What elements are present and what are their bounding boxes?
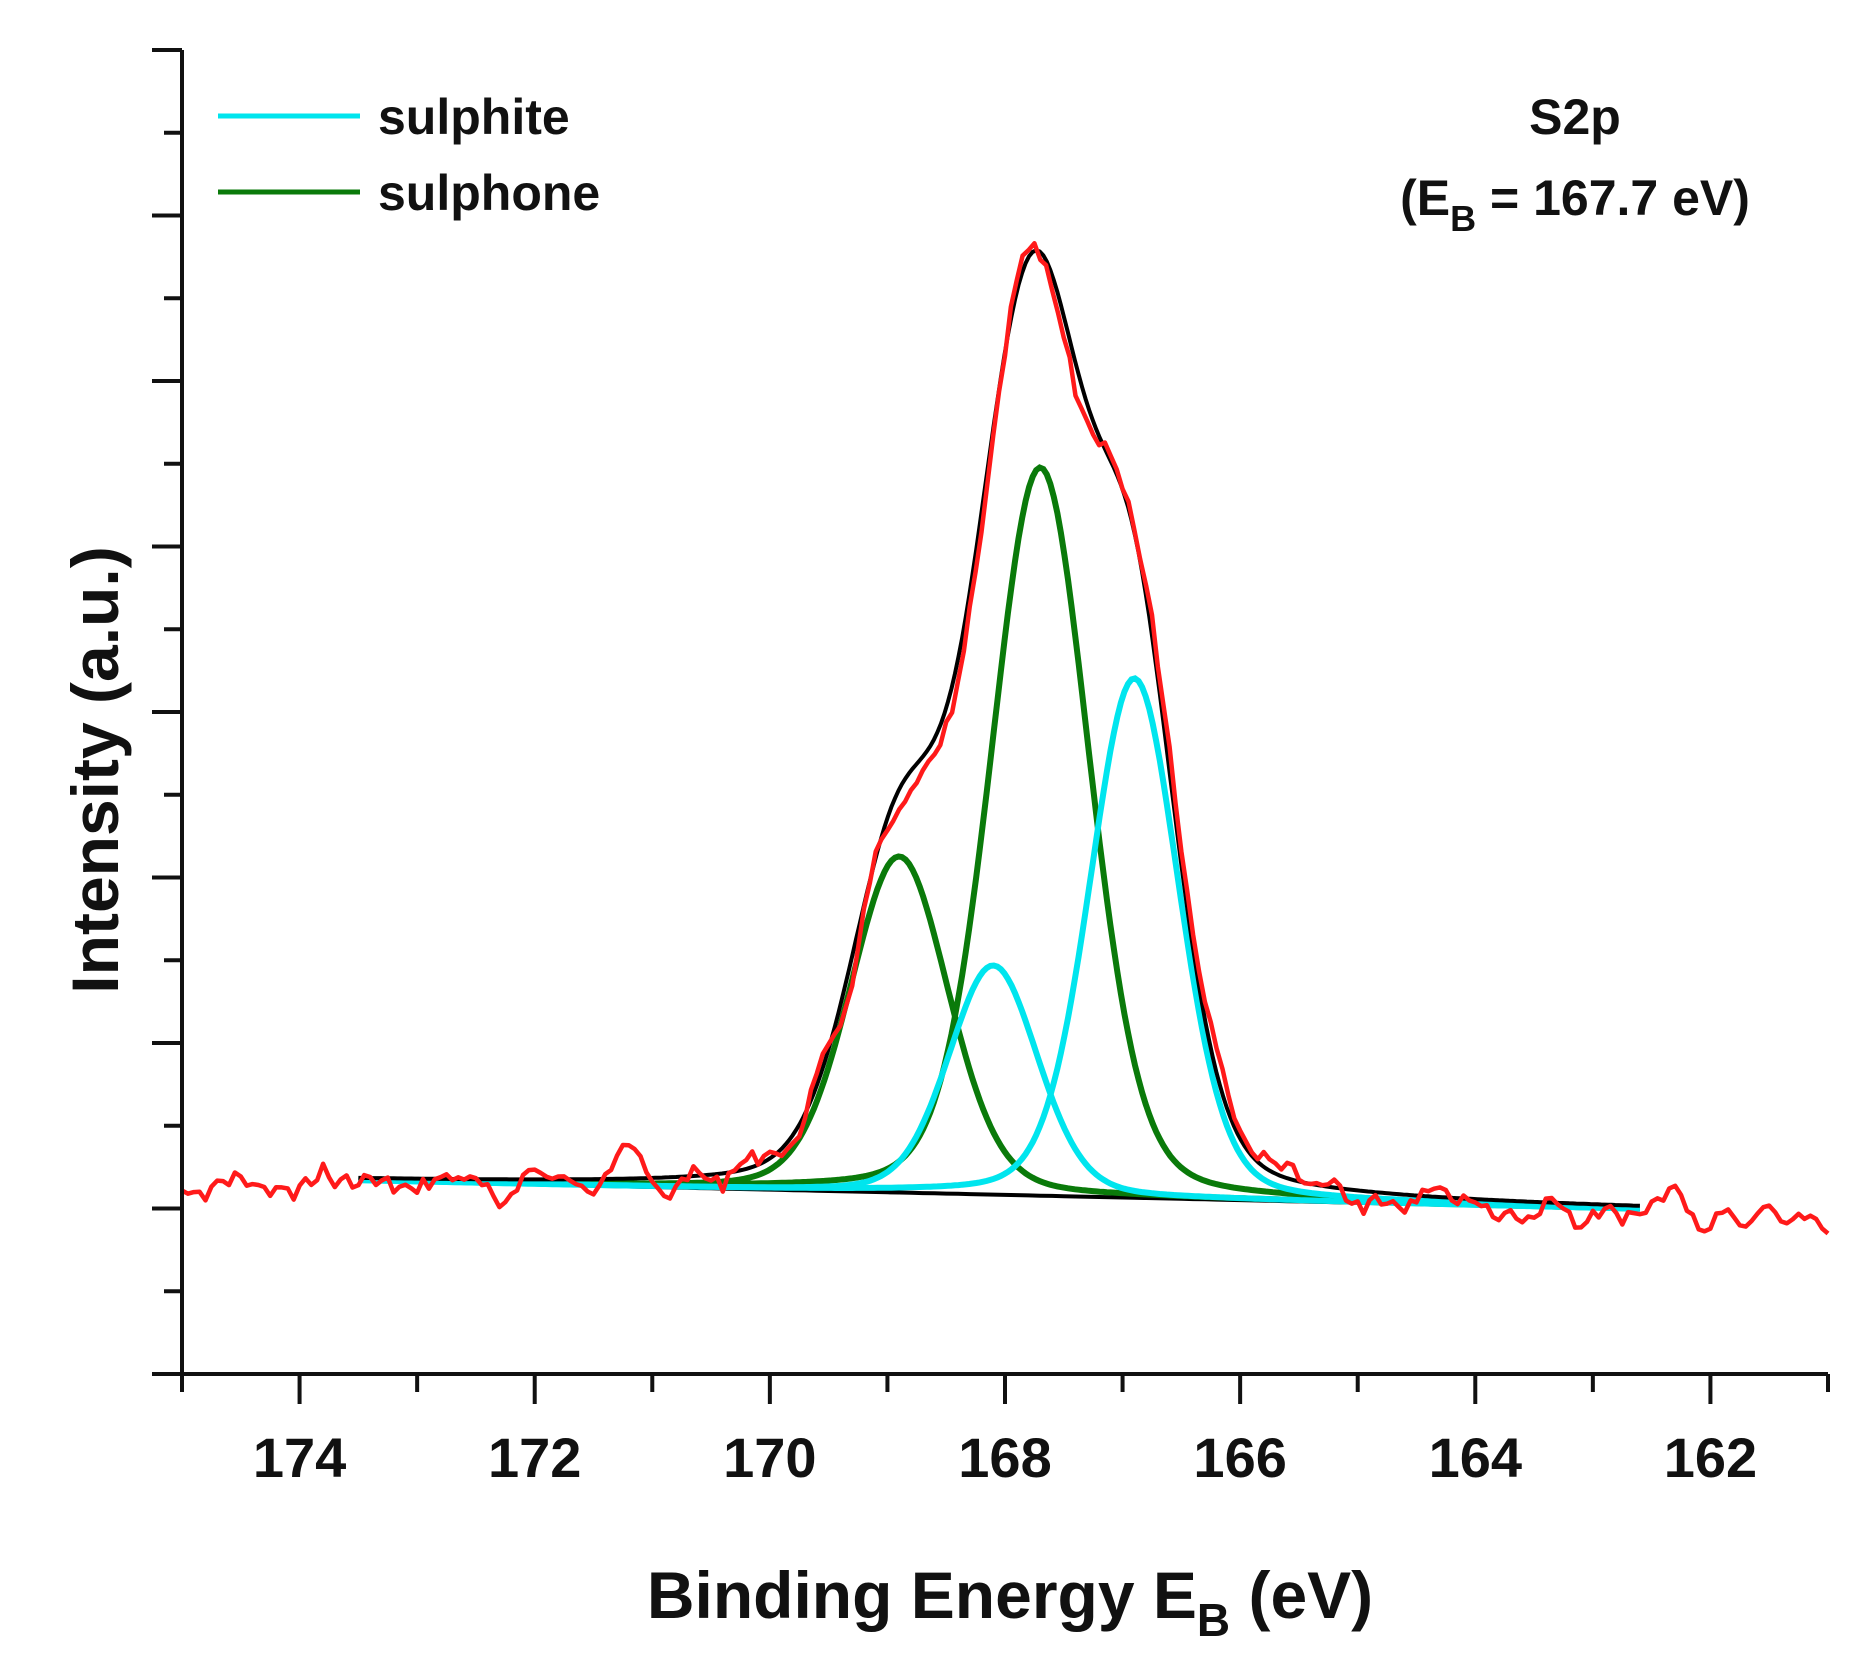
- component-peak-sulphone-0: [358, 464, 1640, 1211]
- x-axis-title-main: Binding Energy E: [647, 1558, 1197, 1632]
- x-tick-label: 162: [1664, 1426, 1757, 1489]
- x-tick-label: 174: [253, 1426, 346, 1489]
- legend-label-sulphite: sulphite: [378, 89, 570, 145]
- legend-label-sulphone: sulphone: [378, 165, 600, 221]
- x-axis-title: Binding Energy EB (eV): [647, 1558, 1373, 1646]
- x-axis-title-suffix: (eV): [1230, 1558, 1373, 1632]
- x-tick-label: 170: [723, 1426, 816, 1489]
- x-tick-label: 166: [1193, 1426, 1286, 1489]
- axes: 174 172 170 168 166 164 162: [152, 48, 1830, 1489]
- legend: sulphite sulphone: [218, 89, 600, 221]
- peak-annotation: S2p (EB = 167.7 eV): [1400, 89, 1750, 239]
- annotation-eb-prefix: (E: [1400, 170, 1450, 226]
- x-tick-label: 168: [958, 1426, 1051, 1489]
- measured-spectrum-line: [180, 241, 1830, 1236]
- annotation-line1: S2p: [1529, 89, 1621, 145]
- x-tick-label: 164: [1429, 1426, 1522, 1489]
- annotation-eb-sub: B: [1450, 198, 1476, 239]
- annotation-eb-suffix: = 167.7 eV): [1476, 170, 1750, 226]
- x-axis-title-sub: B: [1197, 1594, 1230, 1646]
- component-peak-sulphone-1: [358, 853, 1640, 1212]
- y-axis-title: Intensity (a.u.): [58, 546, 132, 993]
- plot-lines: [180, 241, 1830, 1236]
- component-peak-sulphite-3: [358, 962, 1640, 1212]
- x-tick-label: 172: [488, 1426, 581, 1489]
- annotation-line2: (EB = 167.7 eV): [1400, 170, 1750, 239]
- component-peak-sulphite-2: [358, 675, 1640, 1211]
